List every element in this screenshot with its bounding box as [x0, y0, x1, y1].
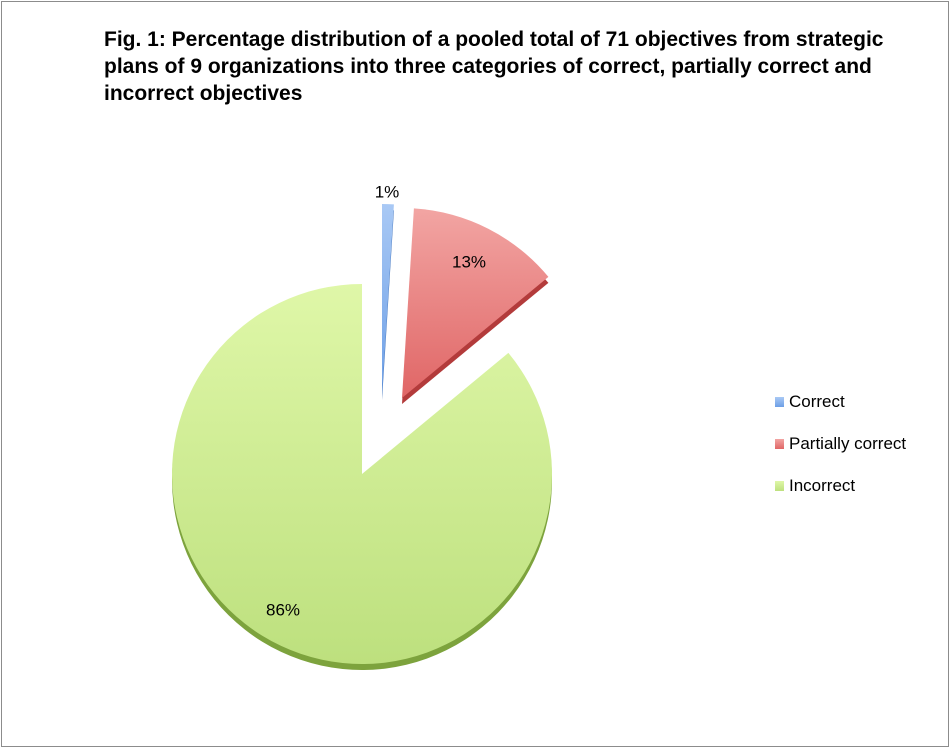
legend-label-correct: Correct: [789, 391, 845, 411]
legend-item-correct: Correct: [775, 391, 906, 412]
pie-slice-correct: [382, 204, 394, 394]
legend-item-incorrect: Incorrect: [775, 475, 906, 496]
legend-label-incorrect: Incorrect: [789, 475, 856, 495]
pie-slice-partially-correct: [402, 208, 549, 398]
legend-swatch-incorrect: [775, 480, 784, 491]
legend-label-partially-correct: Partially correct: [789, 433, 907, 453]
legend-swatch-correct: [775, 396, 784, 407]
legend-swatch-partially-correct: [775, 438, 784, 449]
pie-slice-incorrect: [171, 284, 552, 664]
pie-slices: [171, 204, 552, 664]
legend: Correct Partially correct Incorrect: [775, 391, 906, 517]
data-label-correct: 1%: [375, 182, 400, 201]
legend-item-partially-correct: Partially correct: [775, 433, 906, 454]
data-label-incorrect: 86%: [266, 600, 300, 619]
chart-title: Fig. 1: Percentage distribution of a poo…: [104, 28, 884, 105]
data-label-partially-correct: 13%: [452, 252, 486, 271]
pie-data-labels: 1% 13% 86%: [266, 182, 486, 619]
